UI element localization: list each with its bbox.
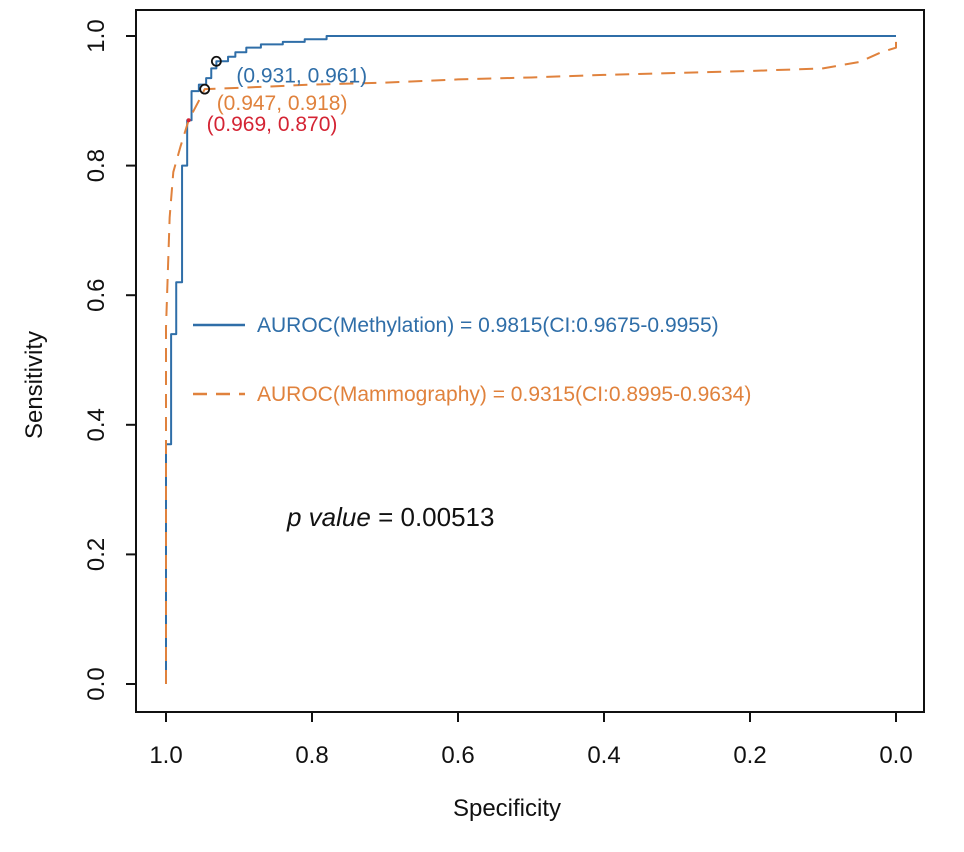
legend-label-methylation: AUROC(Methylation) = 0.9815(CI:0.9675-0.… — [257, 314, 719, 337]
plot-frame — [135, 9, 925, 713]
y-tick-label: 0.4 — [83, 408, 110, 441]
operating-point-marker — [186, 118, 191, 123]
x-tick-label: 1.0 — [149, 742, 182, 769]
x-axis-label: Specificity — [453, 795, 561, 822]
p-value-annotation: p value = 0.00513 — [286, 502, 494, 532]
y-axis-ticks: 0.0 0.2 0.4 0.6 0.8 1.0 — [83, 19, 136, 701]
x-tick-label: 0.4 — [587, 742, 620, 769]
y-tick-label: 0.2 — [83, 538, 110, 571]
y-tick-label: 1.0 — [83, 19, 110, 52]
operating-point-marker — [210, 55, 222, 67]
series-layer — [165, 35, 897, 684]
operating-point-label: (0.947, 0.918) — [217, 92, 348, 115]
y-tick-label: 0.8 — [83, 149, 110, 182]
legend-label-mammography: AUROC(Mammography) = 0.9315(CI:0.8995-0.… — [257, 383, 751, 406]
operating-point-marker — [199, 83, 211, 95]
operating-point-label: (0.931, 0.961) — [236, 64, 367, 87]
p-value-label: p value — [286, 502, 371, 532]
series-line-mammography — [165, 36, 897, 684]
x-tick-label: 0.6 — [441, 742, 474, 769]
series-line-methylation — [165, 35, 896, 684]
x-tick-label: 0.2 — [733, 742, 766, 769]
y-axis-label: Sensitivity — [21, 331, 48, 439]
x-tick-label: 0.0 — [879, 742, 912, 769]
x-tick-label: 0.8 — [295, 742, 328, 769]
y-tick-label: 0.6 — [83, 279, 110, 312]
y-tick-label: 0.0 — [83, 667, 110, 700]
p-value-number: 0.00513 — [400, 502, 494, 532]
operating-point-label: (0.969, 0.870) — [207, 113, 338, 136]
p-value-equals: = — [371, 502, 401, 532]
annotation-layer: (0.931, 0.961) (0.947, 0.918)(0.969, 0.87… — [186, 55, 367, 136]
x-axis-ticks: 1.0 0.8 0.6 0.4 0.2 0.0 — [149, 712, 913, 769]
